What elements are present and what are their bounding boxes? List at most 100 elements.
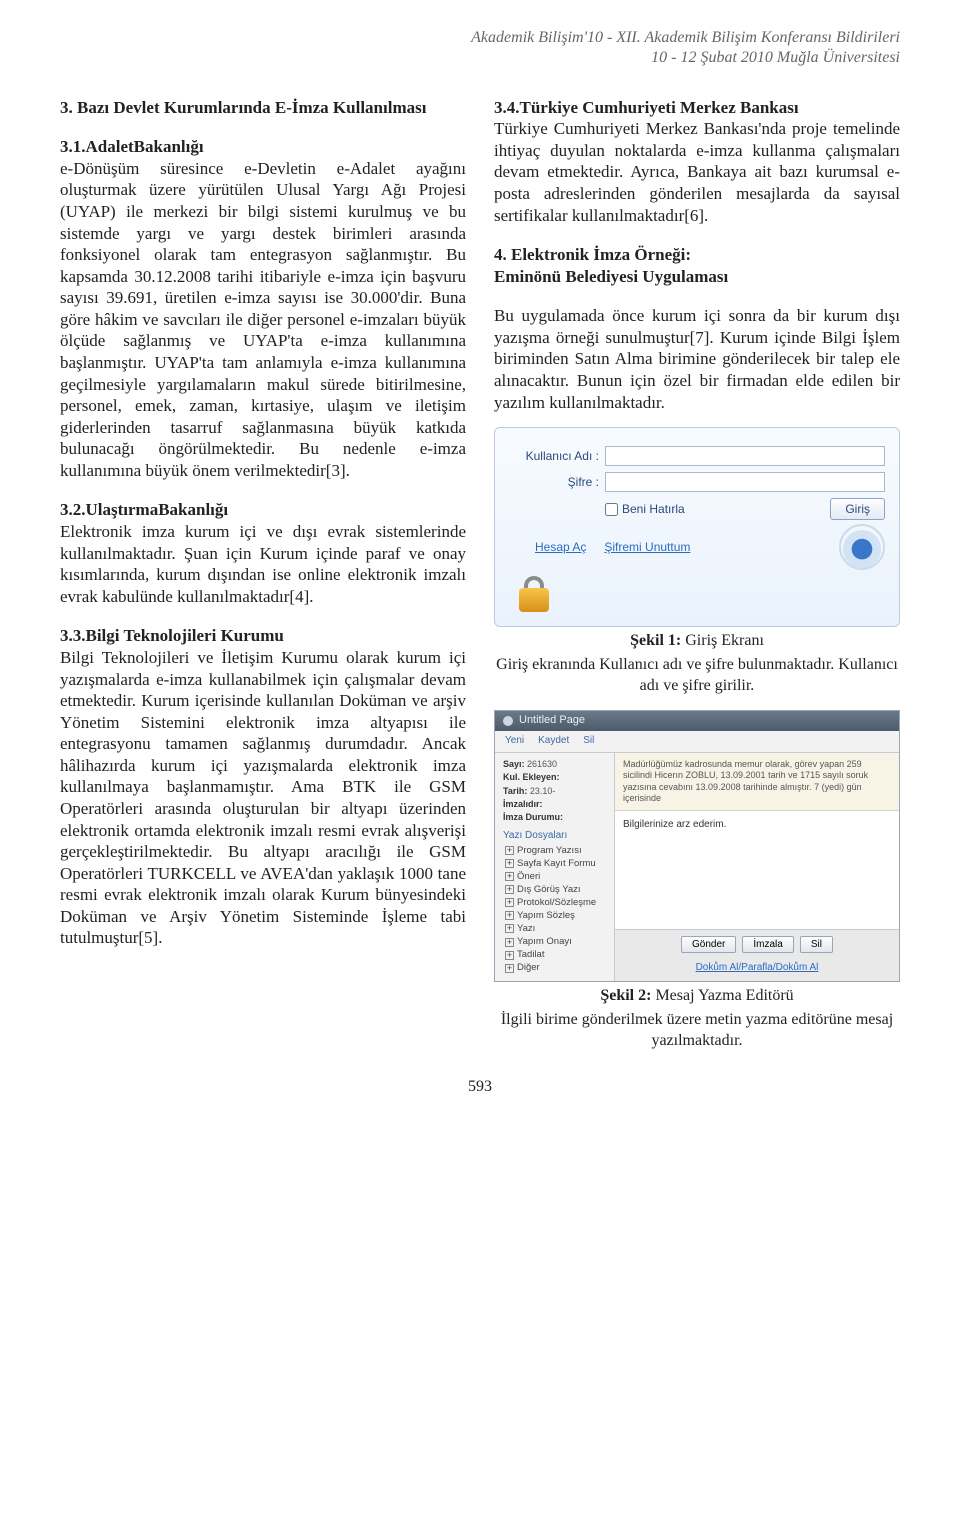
editor-sidebar: Sayı: 261630 Kul. Ekleyen: Tarih: 23.10-… bbox=[495, 753, 615, 981]
expand-icon[interactable]: + bbox=[505, 911, 514, 920]
editor-titlebar: Untitled Page bbox=[495, 711, 899, 731]
editor-main: Madürlüğümüz kadrosunda memur olarak, gö… bbox=[615, 753, 899, 981]
expand-icon[interactable]: + bbox=[505, 924, 514, 933]
remember-label: Beni Hatırla bbox=[622, 502, 685, 517]
username-label: Kullanıcı Adı : bbox=[509, 449, 599, 464]
figure-2-caption: Şekil 2: Mesaj Yazma Editörü bbox=[494, 986, 900, 1006]
fig1-caption-rest: Giriş Ekranı bbox=[681, 632, 764, 649]
expand-icon[interactable]: + bbox=[505, 885, 514, 894]
section-3-2-body: Elektronik imza kurum içi ve dışı evrak … bbox=[60, 522, 466, 606]
toolbar-item[interactable]: Sil bbox=[583, 735, 594, 748]
tree-item[interactable]: +Protokol/Sözleşme bbox=[505, 897, 606, 909]
meta-label: Tarih: bbox=[503, 786, 527, 796]
tree-item[interactable]: +Yazı bbox=[505, 923, 606, 935]
meta-row: Kul. Ekleyen: bbox=[503, 772, 606, 783]
meta-value: 261630 bbox=[527, 759, 557, 769]
password-row: Şifre : bbox=[509, 472, 885, 492]
username-row: Kullanıcı Adı : bbox=[509, 446, 885, 466]
meta-row: İmzalıdır: bbox=[503, 799, 606, 810]
section-4-body: Bu uygulamada önce kurum içi sonra da bi… bbox=[494, 305, 900, 413]
send-button[interactable]: Gönder bbox=[681, 936, 736, 953]
tree-list: +Program Yazısı+Sayfa Kayıt Formu+Öneri+… bbox=[503, 845, 606, 975]
login-panel: Kullanıcı Adı : Şifre : Beni Hatırla Gir… bbox=[494, 427, 900, 627]
tree-item[interactable]: +Öneri bbox=[505, 871, 606, 883]
tree-item-label: Dış Görüş Yazı bbox=[517, 884, 581, 896]
password-input[interactable] bbox=[605, 472, 885, 492]
fig1-caption-bold: Şekil 1: bbox=[630, 632, 681, 649]
expand-icon[interactable]: + bbox=[505, 846, 514, 855]
expand-icon[interactable]: + bbox=[505, 872, 514, 881]
expand-icon[interactable]: + bbox=[505, 938, 514, 947]
tree-item[interactable]: +Yapım Onayı bbox=[505, 936, 606, 948]
left-column: 3. Bazı Devlet Kurumlarında E-İmza Kulla… bbox=[60, 97, 466, 1051]
toolbar-item[interactable]: Kaydet bbox=[538, 735, 569, 748]
editor-footer: Gönder İmzala Sil bbox=[615, 929, 899, 959]
signup-link[interactable]: Hesap Aç bbox=[535, 540, 586, 555]
delete-button[interactable]: Sil bbox=[800, 936, 833, 953]
sign-button[interactable]: İmzala bbox=[742, 936, 793, 953]
tree-item-label: Yapım Sözleş bbox=[517, 910, 575, 922]
username-input[interactable] bbox=[605, 446, 885, 466]
section-3-3: 3.3.Bilgi Teknolojileri Kurumu Bilgi Tek… bbox=[60, 625, 466, 949]
toolbar-item[interactable]: Yeni bbox=[505, 735, 524, 748]
login-bottom-row: Hesap Aç Şifremi Unuttum bbox=[509, 524, 885, 570]
editor-window: Untitled Page Yeni Kaydet Sil Sayı: 2616… bbox=[494, 710, 900, 982]
login-links: Hesap Aç Şifremi Unuttum bbox=[535, 540, 690, 555]
section-3-2: 3.2.UlaştırmaBakanlığı Elektronik imza k… bbox=[60, 499, 466, 607]
message-header: Madürlüğümüz kadrosunda memur olarak, gö… bbox=[615, 753, 899, 812]
password-label: Şifre : bbox=[509, 475, 599, 490]
tree-item-label: Yapım Onayı bbox=[517, 936, 572, 948]
meta-value: 23.10- bbox=[530, 786, 556, 796]
remember-checkbox[interactable] bbox=[605, 503, 618, 516]
org-logo-icon bbox=[839, 524, 885, 570]
fig2-caption-rest: Mesaj Yazma Editörü bbox=[651, 987, 793, 1004]
section-4-title-line1: 4. Elektronik İmza Örneği: bbox=[494, 244, 900, 266]
section-4-title-line2: Eminönü Belediyesi Uygulaması bbox=[494, 266, 900, 288]
figure-2-desc: İlgili birime gönderilmek üzere metin ya… bbox=[494, 1010, 900, 1051]
section-3-3-title: 3.3.Bilgi Teknolojileri Kurumu bbox=[60, 626, 284, 645]
footer-link[interactable]: Dokům Al/Parafla/Dokům Al bbox=[615, 959, 899, 981]
fig2-caption-bold: Şekil 2: bbox=[600, 987, 651, 1004]
tree-item-label: Diğer bbox=[517, 962, 540, 974]
meta-label: Sayı: bbox=[503, 759, 525, 769]
figure-1-desc: Giriş ekranında Kullanıcı adı ve şifre b… bbox=[494, 655, 900, 696]
page-number: 593 bbox=[60, 1077, 900, 1097]
message-textarea[interactable]: Bilgilerinize arz ederim. bbox=[615, 811, 899, 929]
remember-me[interactable]: Beni Hatırla bbox=[605, 502, 685, 517]
forgot-password-link[interactable]: Şifremi Unuttum bbox=[604, 540, 690, 555]
tree-item[interactable]: +Dış Görüş Yazı bbox=[505, 884, 606, 896]
tree-item-label: Sayfa Kayıt Formu bbox=[517, 858, 596, 870]
tree-header: Yazı Dosyaları bbox=[503, 830, 606, 843]
meta-label: İmzalıdır: bbox=[503, 799, 543, 809]
tree-item[interactable]: +Sayfa Kayıt Formu bbox=[505, 858, 606, 870]
tree-item[interactable]: +Diğer bbox=[505, 962, 606, 974]
remember-row: Beni Hatırla Giriş bbox=[605, 498, 885, 520]
lock-icon bbox=[519, 574, 885, 612]
meta-label: İmza Durumu: bbox=[503, 812, 563, 822]
section-3-1-body: e-Dönüşüm süresince e-Devletin e-Adalet … bbox=[60, 159, 466, 480]
login-button[interactable]: Giriş bbox=[830, 498, 885, 520]
running-header: Akademik Bilişim'10 - XII. Akademik Bili… bbox=[60, 28, 900, 69]
tree-item-label: Öneri bbox=[517, 871, 540, 883]
figure-1: Kullanıcı Adı : Şifre : Beni Hatırla Gir… bbox=[494, 427, 900, 627]
tree-item[interactable]: +Program Yazısı bbox=[505, 845, 606, 857]
window-icon bbox=[503, 716, 513, 726]
tree-item-label: Tadilat bbox=[517, 949, 544, 961]
tree-item[interactable]: +Yapım Sözleş bbox=[505, 910, 606, 922]
header-line-1: Akademik Bilişim'10 - XII. Akademik Bili… bbox=[471, 29, 900, 46]
tree-item[interactable]: +Tadilat bbox=[505, 949, 606, 961]
expand-icon[interactable]: + bbox=[505, 964, 514, 973]
expand-icon[interactable]: + bbox=[505, 859, 514, 868]
header-line-2: 10 - 12 Şubat 2010 Muğla Üniversitesi bbox=[60, 48, 900, 68]
section-3-4-body: Türkiye Cumhuriyeti Merkez Bankası'nda p… bbox=[494, 119, 900, 224]
expand-icon[interactable]: + bbox=[505, 898, 514, 907]
window-title: Untitled Page bbox=[519, 714, 585, 728]
two-column-layout: 3. Bazı Devlet Kurumlarında E-İmza Kulla… bbox=[60, 97, 900, 1051]
tree-item-label: Protokol/Sözleşme bbox=[517, 897, 596, 909]
expand-icon[interactable]: + bbox=[505, 951, 514, 960]
section-3-3-body: Bilgi Teknolojileri ve İletişim Kurumu o… bbox=[60, 648, 466, 948]
editor-toolbar: Yeni Kaydet Sil bbox=[495, 731, 899, 753]
section-3-4-title: 3.4.Türkiye Cumhuriyeti Merkez Bankası bbox=[494, 98, 799, 117]
meta-label: Kul. Ekleyen: bbox=[503, 772, 560, 782]
tree-item-label: Program Yazısı bbox=[517, 845, 582, 857]
